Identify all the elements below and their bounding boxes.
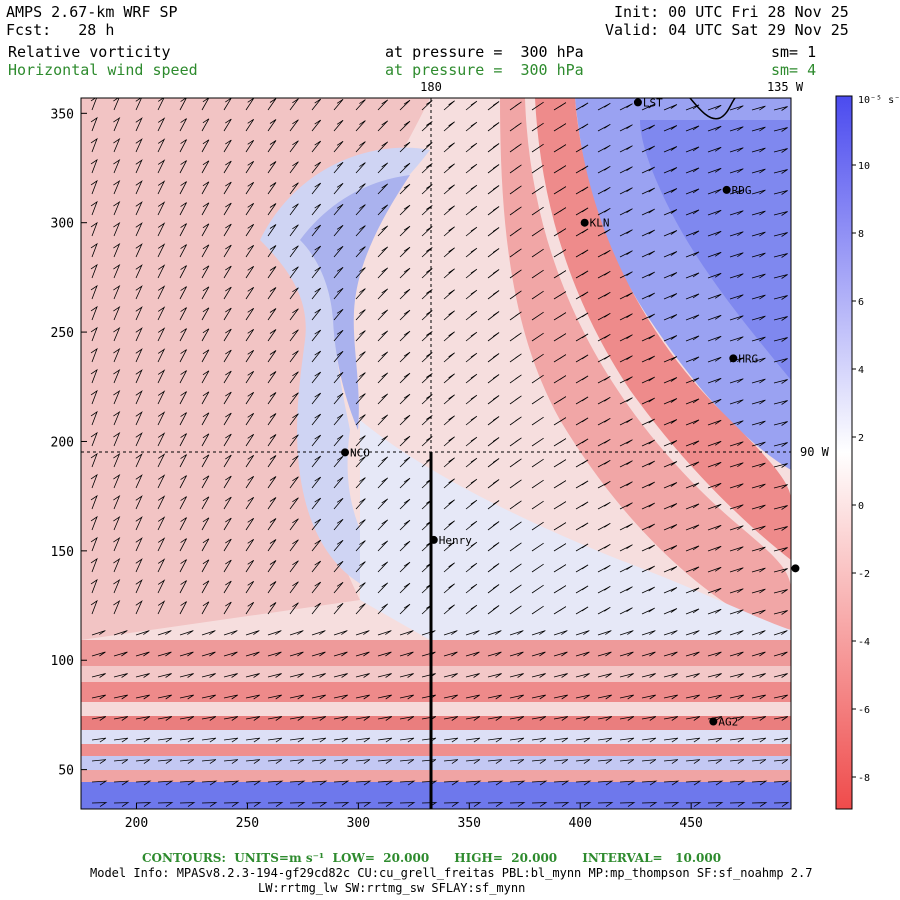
y-tick-label: 50 (58, 764, 74, 779)
colorbar-tick-label: -6 (858, 705, 870, 716)
colorbar-ticks: 10 8 6 4 2 0 -2 -4 -6 -8 (852, 161, 870, 784)
station-marker (729, 354, 738, 363)
colorbar-tick-label: 10 (858, 161, 870, 172)
station-label: LST (643, 96, 663, 109)
station-label: AG2 (718, 715, 738, 728)
station-marker (709, 717, 718, 726)
field2-smooth: sm= 4 (771, 61, 817, 79)
x-tick-label: 450 (679, 816, 702, 831)
colorbar-tick-label: 8 (858, 229, 864, 240)
y-tick-label: 350 (51, 107, 74, 122)
meridian-label-top: 180 (420, 80, 442, 94)
colorbar-unit: 10⁻⁵ s⁻¹ (858, 95, 900, 106)
station-marker (633, 98, 642, 107)
init-time: Init: 00 UTC Fri 28 Nov 25 (614, 3, 849, 21)
colorbar (835, 95, 853, 810)
y-tick-label: 300 (51, 217, 74, 232)
wind-barbs (90, 98, 790, 807)
field1-smooth: sm= 1 (771, 43, 817, 61)
colorbar-tick-label: 0 (858, 501, 864, 512)
plot-frame (80, 97, 792, 810)
model-info: Model Info: MPASv8.2.3-194-gf29cd82c CU:… (90, 866, 813, 880)
field2-name: Horizontal wind speed (8, 61, 198, 79)
station-label: Henry (439, 534, 472, 547)
x-tick-label: 350 (458, 816, 481, 831)
station-label: RDG (732, 184, 752, 197)
colorbar-tick-label: 4 (858, 365, 864, 376)
y-tick-label: 150 (51, 545, 74, 560)
forecast-hour: Fcst: 28 h (6, 21, 115, 39)
x-tick-label: 250 (236, 816, 259, 831)
station-marker (722, 185, 731, 194)
meridian-label-top-right: 135 W (767, 80, 804, 94)
colorbar-tick-label: -4 (858, 637, 870, 648)
field1-level: at pressure = 300 hPa (385, 43, 584, 61)
x-tick-label: 400 (568, 816, 591, 831)
y-tick-label: 100 (51, 654, 74, 669)
x-tick-label: 300 (347, 816, 370, 831)
colorbar-tick-label: -2 (858, 569, 870, 580)
colorbar-tick-label: -8 (858, 773, 870, 784)
field1-name: Relative vorticity (8, 43, 171, 61)
meridian-label-right: 90 W (800, 445, 830, 459)
station-label: KLN (590, 217, 610, 230)
station-marker (580, 218, 589, 227)
plot-title: AMPS 2.67-km WRF SP (6, 3, 178, 21)
station-label: NCO (350, 446, 370, 459)
x-tick-label: 200 (125, 816, 148, 831)
station-marker (429, 535, 438, 544)
axes-layer: 200 250 300 350 400 450 350 300 250 200 150 100 50 (51, 107, 703, 831)
valid-time: Valid: 04 UTC Sat 29 Nov 25 (605, 21, 849, 39)
station-label: HRG (738, 352, 758, 365)
y-tick-label: 250 (51, 326, 74, 341)
vorticity-field (81, 98, 791, 809)
colorbar-tick-label: 2 (858, 433, 864, 444)
station-marker (341, 448, 350, 457)
y-tick-label: 200 (51, 435, 74, 450)
colorbar-tick-label: 6 (858, 297, 864, 308)
field2-level: at pressure = 300 hPa (385, 61, 584, 79)
contour-info: CONTOURS: UNITS=m s⁻¹ LOW= 20.000 HIGH= … (142, 851, 722, 865)
model-info-physics: LW:rrtmg_lw SW:rrtmg_sw SFLAY:sf_mynn (258, 881, 526, 895)
stations-layer: LST RDG KLN HRG NCO Henry AG2 (341, 96, 800, 728)
station-marker (791, 564, 800, 573)
